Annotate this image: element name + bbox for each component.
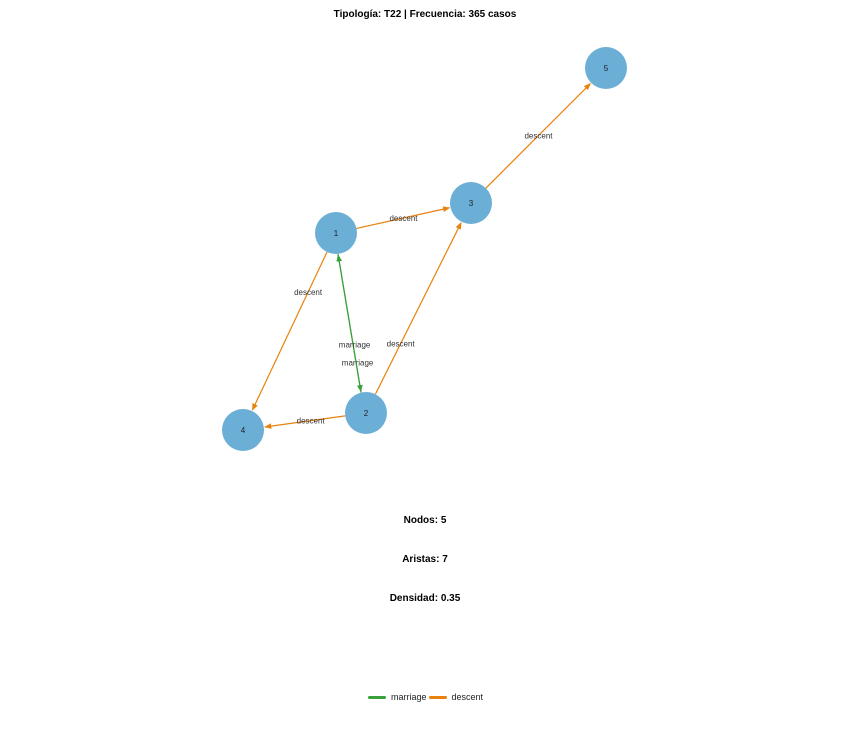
legend-label-descent: descent — [451, 692, 484, 702]
legend-item-descent: descent — [428, 692, 486, 702]
legend-swatch-marriage — [368, 695, 386, 699]
edge-descent-2-3 — [374, 222, 462, 395]
edge-label-1-2: marriage — [339, 341, 371, 350]
node-count: Nodos: 5 — [403, 515, 447, 526]
network-diagram: descent descent descent descent descent marri… — [222, 47, 627, 451]
edge-label-2-3: descent — [387, 340, 416, 349]
edges-layer: descent descent descent descent descent marri… — [251, 83, 591, 429]
node-label-4: 4 — [241, 426, 246, 435]
node-circle-2 — [345, 392, 387, 434]
legend-item-marriage: marriage — [368, 692, 429, 702]
edge-label-2-1: marriage — [342, 359, 374, 368]
legend: marriage descent — [368, 690, 485, 704]
node-1: 1 — [315, 212, 357, 254]
edge-descent-2-4 — [264, 415, 346, 429]
node-label-1: 1 — [334, 229, 339, 238]
legend-swatch-descent — [428, 695, 447, 699]
edge-label-2-4: descent — [297, 417, 326, 426]
node-label-5: 5 — [604, 64, 609, 73]
legend-label-marriage: marriage — [391, 692, 427, 702]
edge-label-1-4: descent — [294, 288, 323, 297]
edge-label-1-3: descent — [389, 214, 418, 223]
edge-descent-1-4 — [251, 251, 328, 411]
node-label-3: 3 — [469, 199, 474, 208]
node-circle-1 — [315, 212, 357, 254]
node-label-2: 2 — [364, 409, 369, 418]
edge-marriage-1-2 — [337, 253, 363, 393]
edge-label-3-5: descent — [524, 132, 553, 141]
node-circle-5 — [585, 47, 627, 89]
node-circle-3 — [450, 182, 492, 224]
nodes-layer: 1 2 3 4 5 — [222, 47, 627, 451]
node-3: 3 — [450, 182, 492, 224]
node-circle-4 — [222, 409, 264, 451]
node-5: 5 — [585, 47, 627, 89]
node-2: 2 — [345, 392, 387, 434]
edge-count: Aristas: 7 — [402, 554, 448, 565]
edge-descent-1-3 — [356, 206, 451, 230]
node-4: 4 — [222, 409, 264, 451]
density-value: Densidad: 0.35 — [389, 593, 461, 604]
diagram-title: Tipología: T22 | Frecuencia: 365 casos — [333, 9, 517, 20]
edge-descent-3-5 — [485, 83, 591, 189]
